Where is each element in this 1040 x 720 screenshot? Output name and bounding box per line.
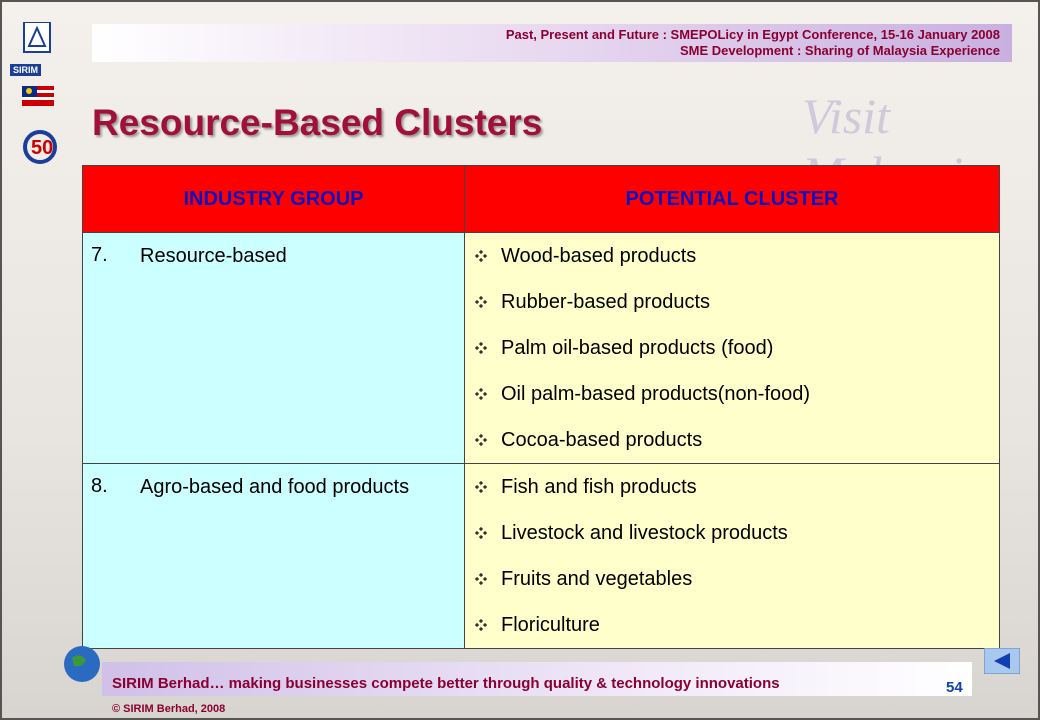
cluster-item: Fruits and vegetables <box>465 556 999 602</box>
cluster-item: Fish and fish products <box>465 464 999 510</box>
svg-text:50: 50 <box>31 137 53 159</box>
bullet <box>475 619 487 631</box>
bullet <box>475 250 487 262</box>
logos: 50 <box>22 22 57 164</box>
cluster-text: Palm oil-based products (food) <box>501 336 774 359</box>
bullet <box>475 573 487 585</box>
header-line: Past, Present and Future : SMEPOLicy in … <box>505 27 1000 42</box>
page-number: 54 <box>946 679 963 696</box>
back-button[interactable] <box>984 648 1020 674</box>
header-band <box>92 24 1012 62</box>
row-number: 8. <box>91 475 108 497</box>
cluster-list: Fish and fish products Livestock and live… <box>465 464 999 648</box>
table-row: 8. Agro-based and food products Fish and f… <box>82 463 1000 649</box>
header-row: INDUSTRY GROUP POTENTIAL CLUSTER <box>82 165 1000 233</box>
group: 8. Agro-based and food products <box>83 464 464 499</box>
cluster-text: Livestock and livestock products <box>501 521 788 544</box>
group: 7. Resource-based <box>83 233 464 268</box>
cluster-text: Cocoa-based products <box>501 428 703 451</box>
group-cell: 8. Agro-based and food products <box>82 463 465 649</box>
cluster-list: Wood-based products Rubber-based products… <box>465 233 999 463</box>
copyright: © SIRIM Berhad, 2008 <box>112 703 226 715</box>
cluster-table: INDUSTRY GROUP POTENTIAL CLUSTER 7. Resourc… <box>82 165 1000 649</box>
slide-title: Resource-Based Clusters <box>92 102 543 143</box>
cluster-item: Floriculture <box>465 602 999 648</box>
column-header: INDUSTRY GROUP <box>82 165 465 233</box>
cluster-text: Oil palm-based products(non-food) <box>501 382 811 405</box>
logo-text: SIRIM <box>10 64 42 76</box>
cluster-cell: Wood-based products Rubber-based products… <box>464 232 1000 464</box>
cluster-item: Wood-based products <box>465 233 999 279</box>
header-line: SME Development : Sharing of Malaysia Ex… <box>679 43 1000 58</box>
cluster-item: Palm oil-based products (food) <box>465 325 999 371</box>
bullet <box>475 527 487 539</box>
cluster-text: Fruits and vegetables <box>501 567 693 590</box>
cluster-item: Oil palm-based products(non-food) <box>465 371 999 417</box>
group-cell: 7. Resource-based <box>82 232 465 464</box>
footer-band <box>102 662 972 696</box>
bullet <box>475 434 487 446</box>
cluster-item: Livestock and livestock products <box>465 510 999 556</box>
footer-tagline: SIRIM Berhad… making businesses compete … <box>112 675 780 692</box>
row-number: 7. <box>91 244 108 266</box>
cluster-text: Wood-based products <box>501 244 697 267</box>
table-row: 7. Resource-based Wood-based products Rubbe… <box>82 232 1000 464</box>
bullet <box>475 388 487 400</box>
cluster-cell: Fish and fish products Livestock and live… <box>464 463 1000 649</box>
bullet <box>475 296 487 308</box>
cluster-text: Rubber-based products <box>501 290 711 313</box>
bullet <box>475 481 487 493</box>
column-header: POTENTIAL CLUSTER <box>464 165 1000 233</box>
cluster-text: Floriculture <box>501 613 600 636</box>
bullet <box>475 342 487 354</box>
cluster-item: Cocoa-based products <box>465 417 999 463</box>
group-name: Resource-based <box>140 245 287 267</box>
globe <box>64 646 100 682</box>
cluster-text: Fish and fish products <box>501 475 697 498</box>
cluster-item: Rubber-based products <box>465 279 999 325</box>
group-name: Agro-based and food products <box>140 476 410 498</box>
